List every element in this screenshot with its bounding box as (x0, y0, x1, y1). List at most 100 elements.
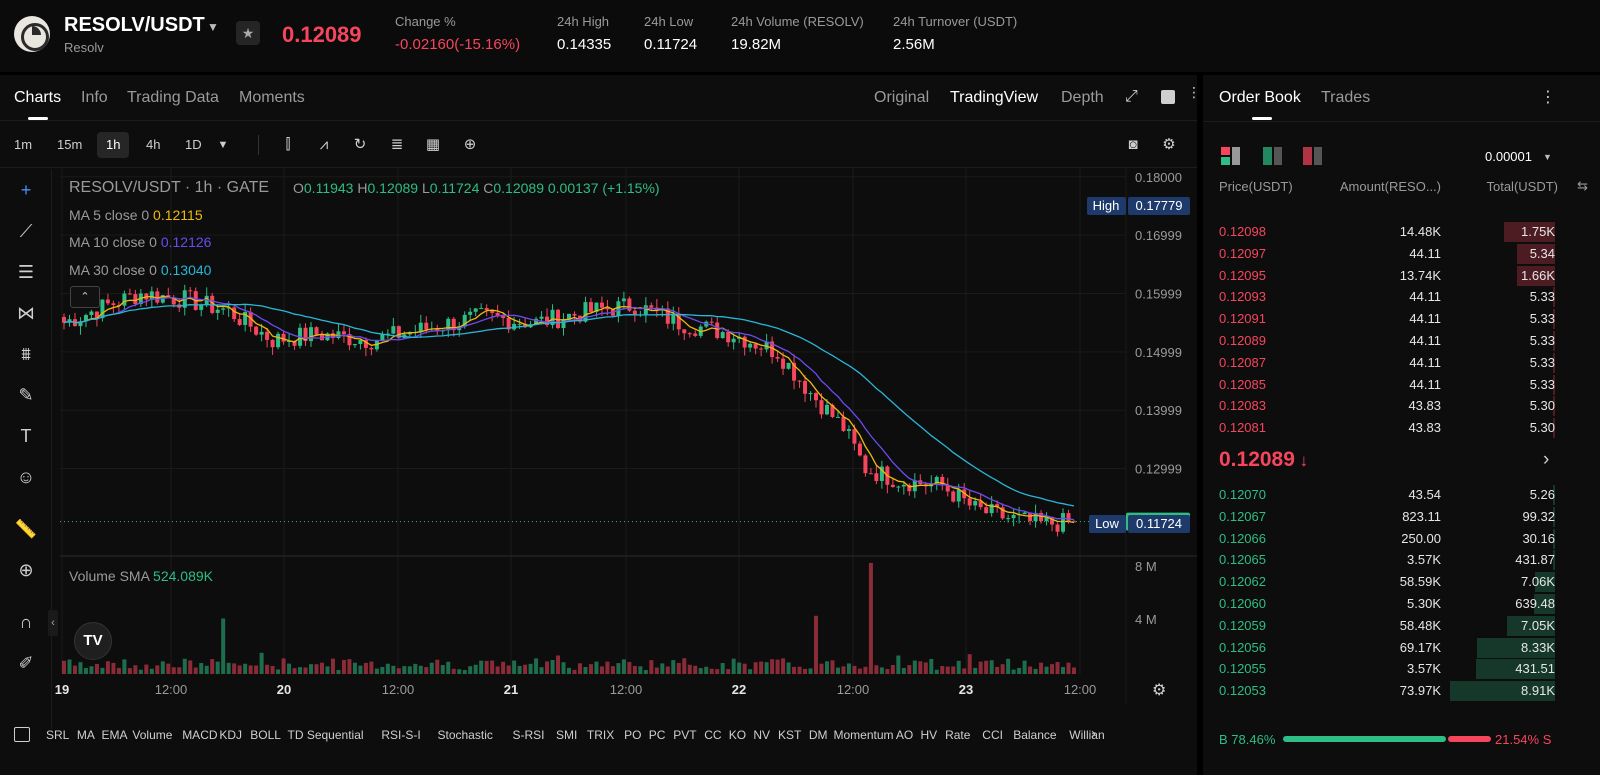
chevron-right-icon[interactable]: › (1091, 725, 1096, 742)
templates-icon[interactable]: ≣ (390, 136, 404, 153)
expand-icon[interactable]: ⤢ (1125, 88, 1138, 105)
indicator-pvt[interactable]: PVT (673, 728, 697, 742)
interval-dropdown-icon[interactable]: ▼ (217, 139, 229, 151)
tab-charts[interactable]: Charts (14, 89, 62, 106)
projection-icon[interactable]: ⩩ (21, 344, 31, 364)
crosshair-icon[interactable]: + (20, 180, 32, 200)
zoom-in-icon[interactable]: ⊕ (18, 560, 34, 580)
asks-view-icon[interactable] (1303, 147, 1323, 165)
indicator-s-rsi[interactable]: S-RSI (512, 728, 545, 742)
view-depth[interactable]: Depth (1061, 89, 1104, 106)
pair-title[interactable]: RESOLV/USDT (64, 14, 205, 36)
order-row[interactable]: 0.12065 3.57K 431.87 (1203, 549, 1600, 571)
indicator-momentum[interactable]: Momentum (833, 728, 894, 742)
replay-icon[interactable]: ↻ (353, 136, 367, 153)
indicator-stochastic[interactable]: Stochastic (437, 728, 493, 742)
bids-view-icon[interactable] (1263, 147, 1283, 165)
order-row[interactable]: 0.12062 58.59K 7.06K (1203, 571, 1600, 593)
both-sides-view-icon[interactable] (1221, 147, 1243, 165)
indicator-nv[interactable]: NV (753, 728, 771, 742)
indicator-balance[interactable]: Balance (1013, 728, 1057, 742)
brush-icon[interactable]: ✎ (18, 385, 34, 405)
indicator-dm[interactable]: DM (808, 728, 828, 742)
indicator-ko[interactable]: KO (728, 728, 747, 742)
collapse-legend-icon[interactable]: ⌃ (70, 286, 100, 308)
text-icon[interactable]: T (20, 426, 32, 446)
interval-4h[interactable]: 4h (146, 137, 161, 152)
chevron-down-icon[interactable]: ▼ (1543, 152, 1552, 162)
order-row[interactable]: 0.12097 44.11 5.34 (1203, 243, 1600, 265)
indicator-cci[interactable]: CCI (982, 728, 1003, 742)
indicator-kdj[interactable]: KDJ (219, 728, 243, 742)
indicator-kst[interactable]: KST (778, 728, 802, 742)
price-chart[interactable]: 0.18000 0.16999 0.15999 0.14999 0.13999 0.129… (0, 168, 1197, 713)
tradingview-logo-icon[interactable]: TV (74, 622, 112, 660)
indicator-hv[interactable]: HV (920, 728, 938, 742)
layout-icon[interactable]: ▦ (425, 136, 441, 153)
favorite-star-icon[interactable]: ★ (236, 21, 260, 45)
indicator-ema[interactable]: EMA (101, 728, 128, 742)
indicator-volume[interactable]: Volume (132, 728, 173, 742)
indicator-rsi-s-i[interactable]: RSI-S-I (381, 728, 421, 742)
chevron-right-icon[interactable]: › (1543, 449, 1550, 470)
order-row[interactable]: 0.12083 43.83 5.30 (1203, 395, 1600, 417)
order-row[interactable]: 0.12053 73.97K 8.91K (1203, 680, 1600, 702)
indicator-pc[interactable]: PC (648, 728, 666, 742)
indicator-trix[interactable]: TRIX (586, 728, 615, 742)
interval-15m[interactable]: 15m (57, 137, 83, 152)
tab-trades[interactable]: Trades (1321, 89, 1371, 106)
view-original[interactable]: Original (874, 89, 930, 106)
interval-1d[interactable]: 1D (185, 137, 202, 152)
indicator-td-sequential[interactable]: TD Sequential (287, 728, 364, 742)
settings-gear-icon[interactable]: ⚙ (1162, 136, 1176, 153)
order-row[interactable]: 0.12081 43.83 5.30 (1203, 417, 1600, 439)
more-icon[interactable]: ⋮ (1187, 84, 1201, 100)
indicator-smi[interactable]: SMI (556, 728, 578, 742)
indicator-rate[interactable]: Rate (945, 728, 971, 742)
interval-1h[interactable]: 1h (97, 132, 130, 158)
lock-drawings-icon[interactable]: ✐ (18, 653, 34, 673)
tab-moments[interactable]: Moments (239, 89, 305, 106)
emoji-icon[interactable]: ☺ (16, 467, 36, 487)
order-row[interactable]: 0.12060 5.30K 639.48 (1203, 593, 1600, 615)
fib-lines-icon[interactable]: ☰ (17, 262, 35, 282)
add-icon[interactable]: ⊕ (463, 136, 477, 153)
indicator-macd[interactable]: MACD (182, 728, 218, 742)
order-row[interactable]: 0.12059 58.48K 7.05K (1203, 615, 1600, 637)
order-row[interactable]: 0.12055 3.57K 431.51 (1203, 658, 1600, 680)
indicator-willian[interactable]: Willian (1069, 728, 1105, 742)
pattern-icon[interactable]: ⋈ (17, 303, 35, 323)
trendline-icon[interactable]: ⟋ (19, 221, 33, 241)
interval-1m[interactable]: 1m (14, 137, 33, 152)
switch-unit-icon[interactable]: ⇆ (1577, 178, 1588, 193)
order-row[interactable]: 0.12089 44.11 5.33 (1203, 330, 1600, 352)
indicator-srl[interactable]: SRL (46, 728, 70, 742)
fullscreen-icon[interactable] (1161, 90, 1175, 104)
tab-info[interactable]: Info (81, 89, 108, 106)
order-row[interactable]: 0.12095 13.74K 1.66K (1203, 265, 1600, 287)
order-row[interactable]: 0.12056 69.17K 8.33K (1203, 637, 1600, 659)
order-row[interactable]: 0.12070 43.54 5.26 (1203, 484, 1600, 506)
axis-settings-icon[interactable]: ⚙ (1152, 682, 1167, 699)
indicators-icon[interactable]: ⩘ (319, 136, 329, 153)
indicator-ao[interactable]: AO (895, 728, 914, 742)
order-row[interactable]: 0.12066 250.00 30.16 (1203, 528, 1600, 550)
indicator-po[interactable]: PO (624, 728, 642, 742)
ruler-icon[interactable]: 📏 (14, 519, 38, 539)
tab-order-book[interactable]: Order Book (1219, 89, 1301, 106)
candle-type-icon[interactable]: ⫿ (285, 136, 291, 153)
order-row[interactable]: 0.12067 823.11 99.32 (1203, 506, 1600, 528)
tab-trading-data[interactable]: Trading Data (127, 89, 219, 106)
precision-select[interactable]: 0.00001 (1485, 149, 1532, 164)
indicator-boll[interactable]: BOLL (250, 728, 281, 742)
order-row[interactable]: 0.12098 14.48K 1.75K (1203, 221, 1600, 243)
magnet-icon[interactable]: ∩ (19, 612, 33, 632)
collapse-toolbar-icon[interactable]: ‹ (48, 610, 58, 636)
order-row[interactable]: 0.12085 44.11 5.33 (1203, 374, 1600, 396)
view-tradingview[interactable]: TradingView (950, 89, 1039, 106)
order-row[interactable]: 0.12091 44.11 5.33 (1203, 308, 1600, 330)
indicator-ma[interactable]: MA (76, 728, 95, 742)
calendar-icon[interactable] (14, 727, 30, 742)
more-icon[interactable]: ⋮ (1540, 89, 1556, 106)
chevron-down-icon[interactable]: ▼ (207, 20, 219, 34)
